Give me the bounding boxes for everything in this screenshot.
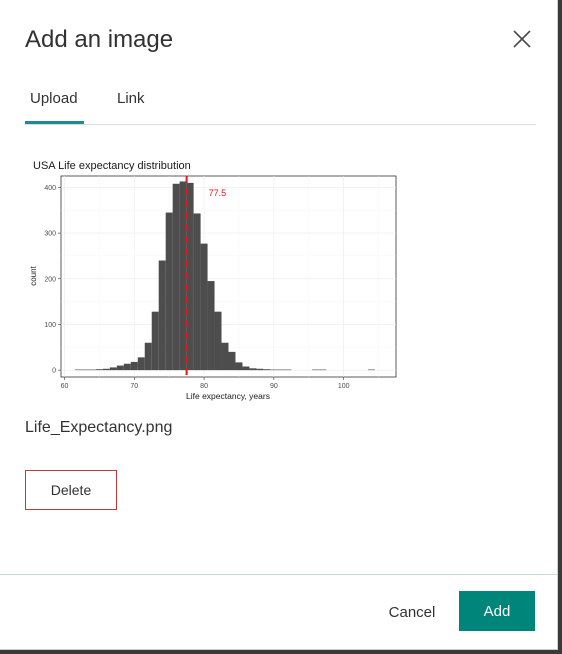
footer-divider (0, 574, 557, 575)
histogram-bar (263, 369, 271, 371)
x-tick-label: 100 (338, 383, 350, 390)
histogram-bar (172, 183, 180, 371)
histogram-bar (284, 369, 292, 371)
x-tick-label: 80 (200, 383, 208, 390)
histogram-bar (144, 342, 152, 371)
tab-link[interactable]: Link (117, 90, 145, 107)
active-tab-indicator (25, 121, 84, 124)
histogram-bar (186, 182, 194, 371)
histogram-bar (249, 368, 257, 371)
histogram-bar (81, 369, 89, 371)
histogram-bar (207, 281, 215, 371)
histogram-bar (109, 367, 117, 371)
y-tick-label: 200 (44, 276, 56, 283)
x-axis-ticks: 60 70 80 90 100 (61, 377, 350, 390)
histogram-bar (242, 366, 250, 371)
histogram-bar (235, 362, 243, 371)
histogram-bar (116, 365, 124, 371)
cancel-button[interactable]: Cancel (388, 603, 436, 621)
x-tick-label: 70 (130, 383, 138, 390)
histogram-bar (277, 369, 285, 371)
histogram-bar (74, 369, 82, 371)
histogram-bar (123, 363, 131, 371)
histogram-bar (158, 260, 166, 371)
histogram-bar (368, 369, 376, 371)
tab-upload[interactable]: Upload (30, 90, 78, 107)
x-tick-label: 60 (61, 383, 69, 390)
file-name: Life_Expectancy.png (25, 419, 173, 436)
histogram-bar (165, 212, 173, 371)
histogram-bar (193, 213, 201, 371)
life-expectancy-chart: USA Life expectancy distribution 0 100 200… (29, 160, 397, 401)
histogram-bar (151, 311, 159, 371)
histogram-bar (95, 369, 103, 371)
histogram-bar (312, 369, 320, 371)
histogram-bar (130, 361, 138, 371)
histogram-bar (200, 243, 208, 371)
mean-label: 77.5 (209, 188, 227, 198)
y-tick-label: 0 (52, 368, 56, 375)
y-axis-label: count (29, 265, 38, 285)
y-tick-label: 100 (44, 322, 56, 329)
histogram-bar (179, 181, 187, 371)
x-tick-label: 90 (270, 383, 278, 390)
delete-button[interactable]: Delete (25, 470, 117, 510)
histogram-bar (270, 369, 278, 371)
x-axis-label: Life expectancy, years (186, 391, 270, 401)
histogram-bar (214, 311, 222, 371)
histogram-bar (137, 357, 145, 371)
histogram-bar (221, 342, 229, 371)
dialog-title: Add an image (25, 26, 174, 53)
histogram-bars (74, 181, 376, 371)
chart-title: USA Life expectancy distribution (33, 160, 191, 172)
y-tick-label: 400 (44, 185, 56, 192)
y-axis-ticks: 0 100 200 300 400 (44, 185, 61, 375)
histogram-bar (319, 369, 327, 371)
histogram-bar (256, 368, 264, 371)
histogram-bar (88, 369, 96, 371)
histogram-bar (228, 351, 236, 371)
y-tick-label: 300 (44, 231, 56, 238)
add-button[interactable]: Add (459, 591, 535, 631)
histogram-bar (102, 368, 110, 371)
tab-bar: Upload Link (25, 84, 536, 125)
image-preview: USA Life expectancy distribution 0 100 200… (25, 148, 400, 409)
close-icon[interactable] (510, 27, 534, 51)
